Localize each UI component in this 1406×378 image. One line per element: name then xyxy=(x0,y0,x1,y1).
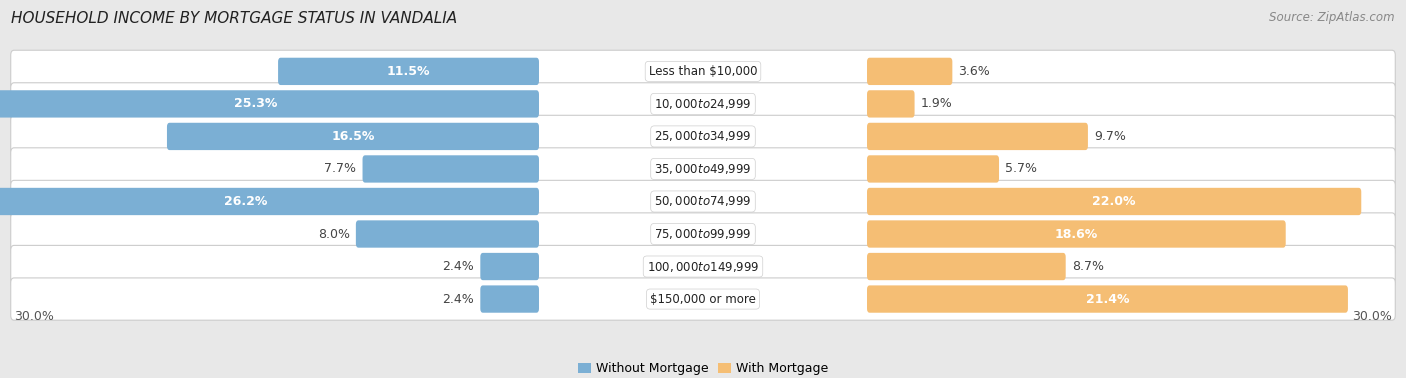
Text: 8.0%: 8.0% xyxy=(318,228,350,240)
FancyBboxPatch shape xyxy=(11,213,1395,255)
Text: 8.7%: 8.7% xyxy=(1071,260,1104,273)
Text: 3.6%: 3.6% xyxy=(959,65,990,78)
FancyBboxPatch shape xyxy=(11,278,1395,320)
FancyBboxPatch shape xyxy=(11,115,1395,158)
FancyBboxPatch shape xyxy=(868,285,1348,313)
FancyBboxPatch shape xyxy=(481,253,538,280)
Text: 5.7%: 5.7% xyxy=(1005,163,1038,175)
FancyBboxPatch shape xyxy=(0,188,538,215)
FancyBboxPatch shape xyxy=(868,155,1000,183)
FancyBboxPatch shape xyxy=(11,83,1395,125)
Text: 1.9%: 1.9% xyxy=(921,98,952,110)
FancyBboxPatch shape xyxy=(11,180,1395,223)
FancyBboxPatch shape xyxy=(11,148,1395,190)
Text: 2.4%: 2.4% xyxy=(443,260,474,273)
FancyBboxPatch shape xyxy=(868,123,1088,150)
Text: 18.6%: 18.6% xyxy=(1054,228,1098,240)
Text: 7.7%: 7.7% xyxy=(325,163,356,175)
Text: Less than $10,000: Less than $10,000 xyxy=(648,65,758,78)
FancyBboxPatch shape xyxy=(363,155,538,183)
Text: HOUSEHOLD INCOME BY MORTGAGE STATUS IN VANDALIA: HOUSEHOLD INCOME BY MORTGAGE STATUS IN V… xyxy=(11,11,457,26)
FancyBboxPatch shape xyxy=(868,188,1361,215)
FancyBboxPatch shape xyxy=(868,220,1285,248)
FancyBboxPatch shape xyxy=(868,253,1066,280)
Text: 16.5%: 16.5% xyxy=(332,130,374,143)
Legend: Without Mortgage, With Mortgage: Without Mortgage, With Mortgage xyxy=(574,357,832,378)
Text: 9.7%: 9.7% xyxy=(1094,130,1126,143)
Text: 11.5%: 11.5% xyxy=(387,65,430,78)
Text: 2.4%: 2.4% xyxy=(443,293,474,305)
FancyBboxPatch shape xyxy=(167,123,538,150)
Text: 21.4%: 21.4% xyxy=(1085,293,1129,305)
Text: $100,000 to $149,999: $100,000 to $149,999 xyxy=(647,260,759,274)
FancyBboxPatch shape xyxy=(278,58,538,85)
FancyBboxPatch shape xyxy=(0,90,538,118)
Text: Source: ZipAtlas.com: Source: ZipAtlas.com xyxy=(1270,11,1395,24)
Text: 30.0%: 30.0% xyxy=(1353,310,1392,324)
FancyBboxPatch shape xyxy=(356,220,538,248)
Text: $10,000 to $24,999: $10,000 to $24,999 xyxy=(654,97,752,111)
FancyBboxPatch shape xyxy=(11,245,1395,288)
FancyBboxPatch shape xyxy=(11,50,1395,93)
FancyBboxPatch shape xyxy=(481,285,538,313)
FancyBboxPatch shape xyxy=(868,90,914,118)
Text: $25,000 to $34,999: $25,000 to $34,999 xyxy=(654,129,752,143)
Text: 30.0%: 30.0% xyxy=(14,310,53,324)
FancyBboxPatch shape xyxy=(868,58,952,85)
Text: 25.3%: 25.3% xyxy=(233,98,277,110)
Text: $150,000 or more: $150,000 or more xyxy=(650,293,756,305)
Text: $35,000 to $49,999: $35,000 to $49,999 xyxy=(654,162,752,176)
Text: 22.0%: 22.0% xyxy=(1092,195,1136,208)
Text: $75,000 to $99,999: $75,000 to $99,999 xyxy=(654,227,752,241)
Text: $50,000 to $74,999: $50,000 to $74,999 xyxy=(654,195,752,209)
Text: 26.2%: 26.2% xyxy=(224,195,267,208)
